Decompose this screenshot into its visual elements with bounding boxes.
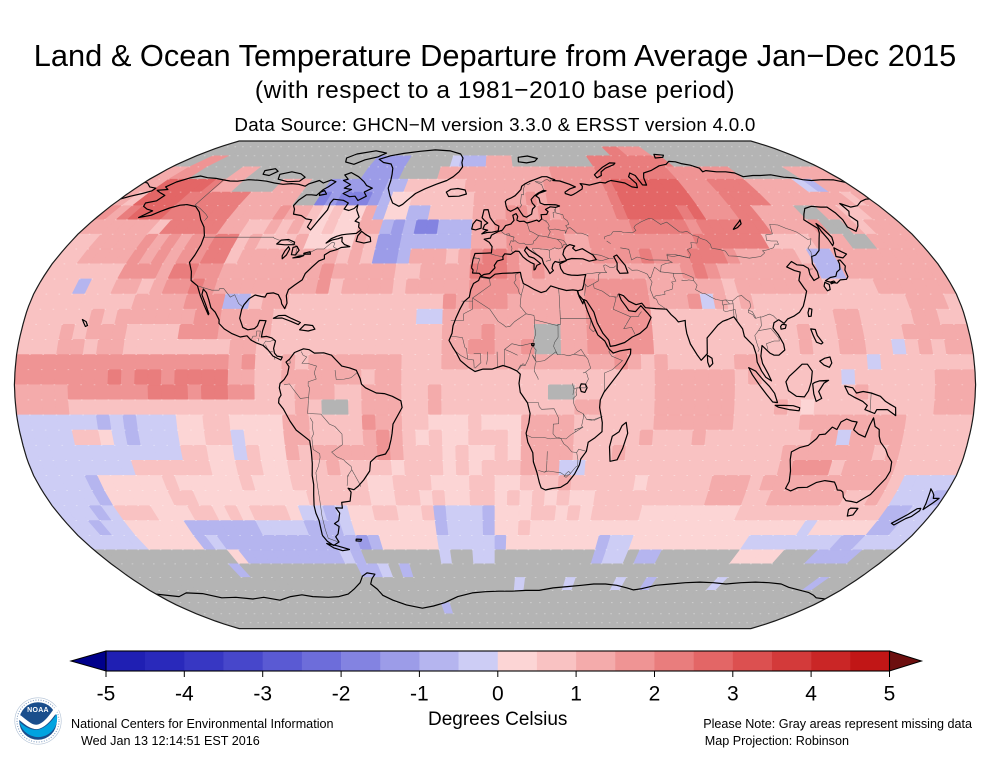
svg-text:1: 1 [570, 683, 582, 706]
svg-text:-1: -1 [410, 683, 429, 706]
svg-text:3: 3 [727, 683, 739, 706]
svg-text:-2: -2 [332, 683, 351, 706]
svg-text:0: 0 [492, 683, 504, 706]
svg-text:-3: -3 [253, 683, 272, 706]
svg-text:4: 4 [805, 683, 817, 706]
svg-text:-5: -5 [97, 683, 116, 706]
svg-text:5: 5 [884, 683, 896, 706]
svg-text:2: 2 [649, 683, 661, 706]
svg-text:NOAA: NOAA [27, 707, 49, 714]
svg-text:-4: -4 [175, 683, 194, 706]
